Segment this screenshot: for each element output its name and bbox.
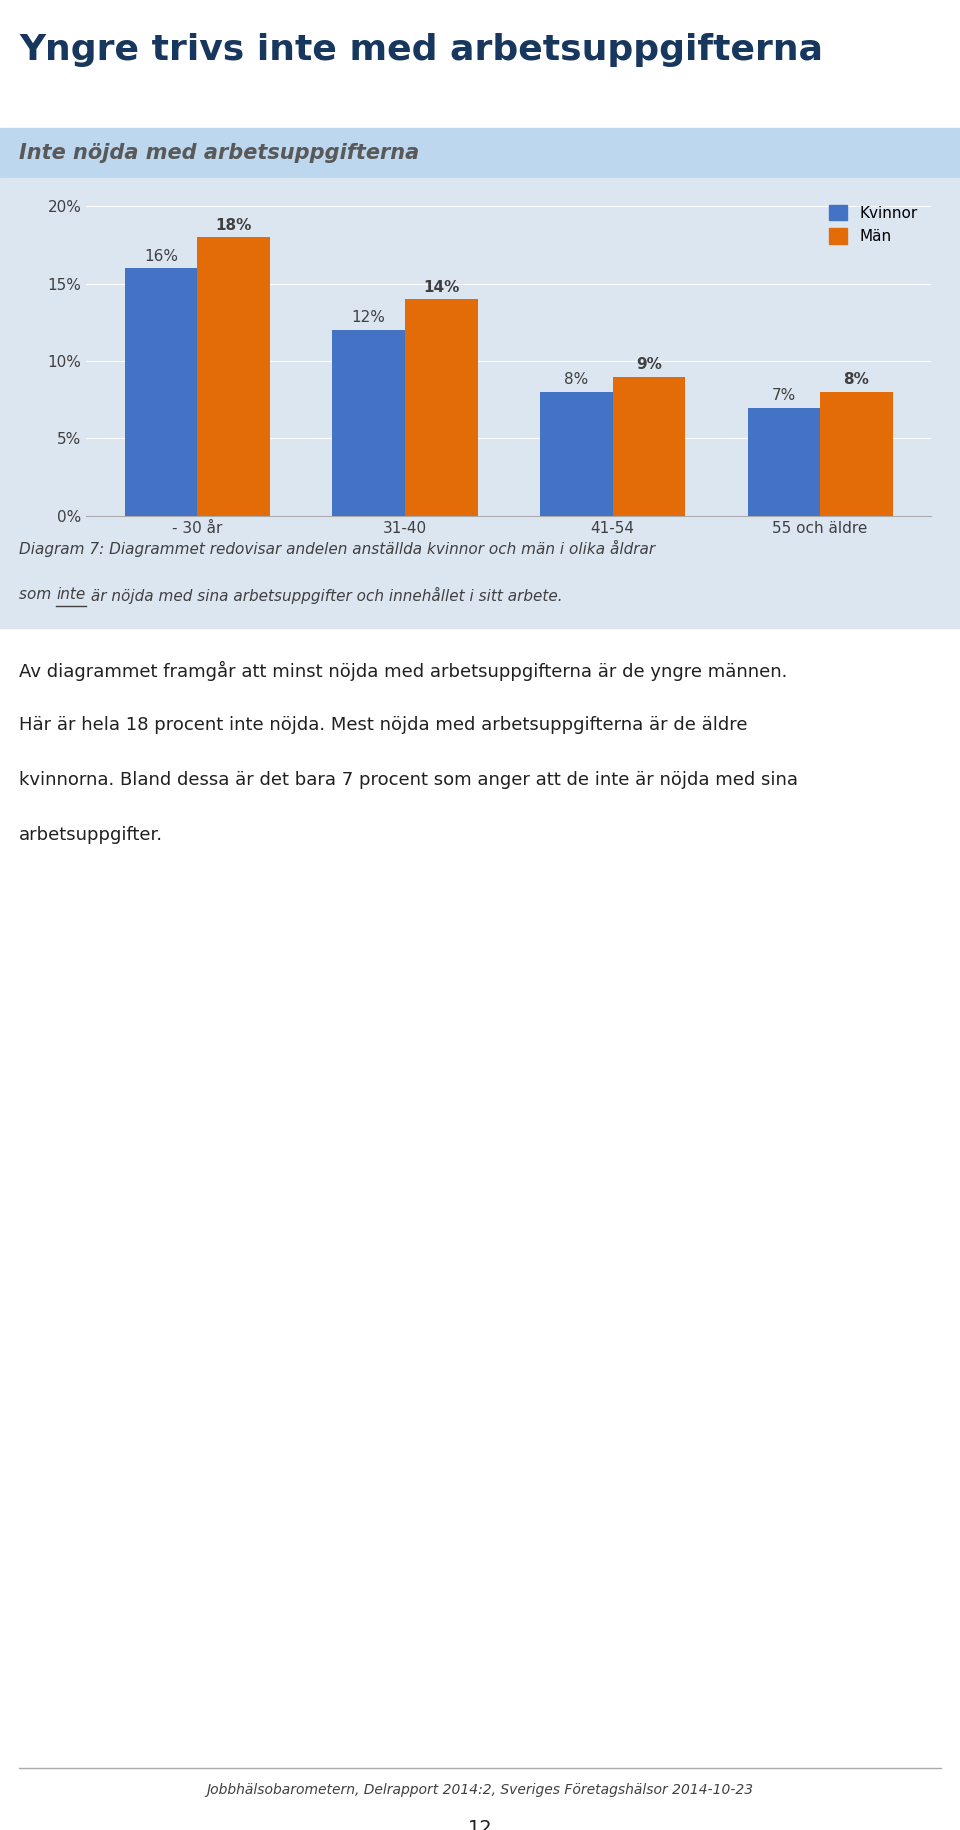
Text: 8%: 8% xyxy=(564,371,588,388)
Text: Diagram 7: Diagrammet redovisar andelen anställda kvinnor och män i olika åldrar: Diagram 7: Diagrammet redovisar andelen … xyxy=(19,540,656,556)
Text: 18%: 18% xyxy=(216,218,252,232)
Text: Yngre trivs inte med arbetsuppgifterna: Yngre trivs inte med arbetsuppgifterna xyxy=(19,33,824,68)
Bar xyxy=(540,392,612,516)
Text: 12%: 12% xyxy=(351,311,386,326)
Text: Av diagrammet framgår att minst nöjda med arbetsuppgifterna är de yngre männen.: Av diagrammet framgår att minst nöjda me… xyxy=(19,661,787,681)
Text: Jobbhälsobarometern, Delrapport 2014:2, Sveriges Företagshälsor 2014-10-23: Jobbhälsobarometern, Delrapport 2014:2, … xyxy=(206,1782,754,1797)
Text: 14%: 14% xyxy=(423,280,460,295)
Bar xyxy=(405,298,478,516)
Text: 9%: 9% xyxy=(636,357,661,371)
Text: Här är hela 18 procent inte nöjda. Mest nöjda med arbetsuppgifterna är de äldre: Här är hela 18 procent inte nöjda. Mest … xyxy=(19,716,748,734)
Text: 8%: 8% xyxy=(844,371,870,388)
Bar xyxy=(198,238,270,516)
Bar xyxy=(125,269,198,516)
Text: är nöjda med sina arbetsuppgifter och innehållet i sitt arbete.: är nöjda med sina arbetsuppgifter och in… xyxy=(85,587,563,604)
Text: 12: 12 xyxy=(468,1819,492,1830)
Text: Inte nöjda med arbetsuppgifterna: Inte nöjda med arbetsuppgifterna xyxy=(19,143,420,163)
Text: arbetsuppgifter.: arbetsuppgifter. xyxy=(19,825,163,844)
Text: 7%: 7% xyxy=(772,388,796,403)
Bar xyxy=(612,377,685,516)
Text: 16%: 16% xyxy=(144,249,179,264)
Text: kvinnorna. Bland dessa är det bara 7 procent som anger att de inte är nöjda med : kvinnorna. Bland dessa är det bara 7 pro… xyxy=(19,770,798,789)
Text: som: som xyxy=(19,587,57,602)
Bar xyxy=(332,329,405,516)
Legend: Kvinnor, Män: Kvinnor, Män xyxy=(823,198,924,251)
Bar xyxy=(820,392,893,516)
Text: inte: inte xyxy=(57,587,85,602)
Bar xyxy=(748,408,820,516)
